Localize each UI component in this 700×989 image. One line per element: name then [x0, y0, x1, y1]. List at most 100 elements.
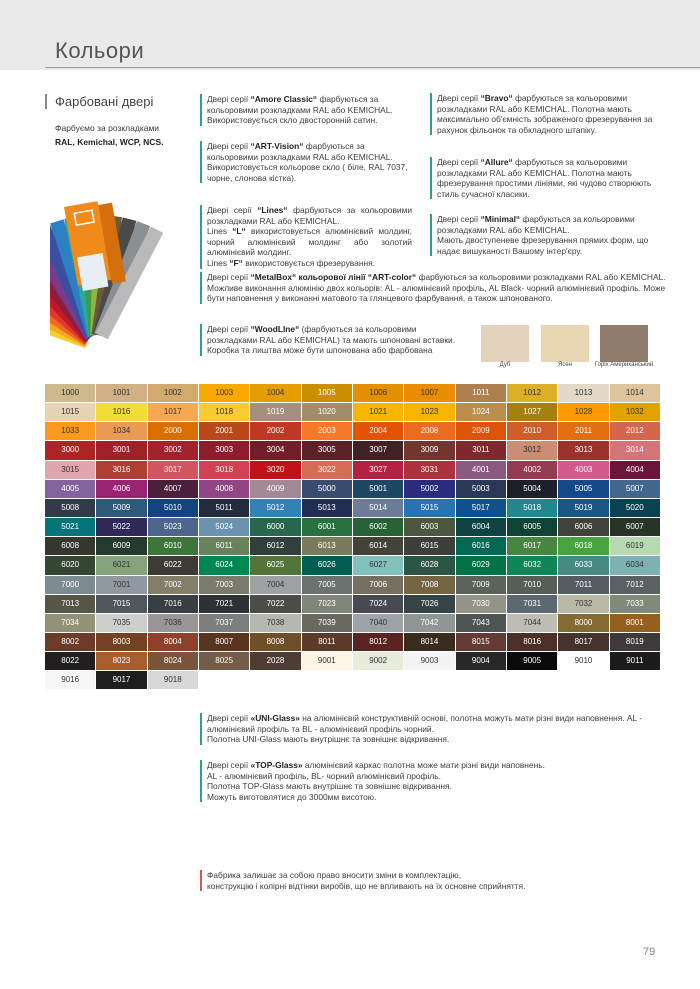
swatch: 6025 [250, 556, 301, 575]
swatch: 2002 [250, 422, 301, 441]
swatch: 9001 [301, 652, 352, 671]
swatch: 7040 [353, 613, 404, 632]
swatch: 1020 [301, 403, 352, 422]
swatch: 7016 [147, 594, 198, 613]
swatch: 3012 [507, 441, 558, 460]
swatch: 1032 [609, 403, 660, 422]
swatch: 3002 [147, 441, 198, 460]
swatch: 6018 [558, 537, 609, 556]
note: Двері серії “MetalBox“ кольорової лінії … [200, 272, 669, 304]
swatch: 6014 [353, 537, 404, 556]
swatch: 8011 [301, 632, 352, 652]
swatch: 3018 [199, 460, 250, 479]
swatch: 7043 [455, 613, 506, 632]
swatch: 8003 [96, 632, 147, 652]
note: Двері серії «TOP-Glass» алюмінієвий карк… [200, 760, 647, 803]
swatch: 8012 [353, 632, 404, 652]
swatch: 9005 [507, 652, 558, 671]
swatch: 1019 [250, 403, 301, 422]
note: Двері серії “WoodLIne“ (фарбуються за ко… [200, 324, 469, 356]
swatch: 5015 [404, 498, 455, 518]
swatch: 1002 [147, 384, 198, 403]
swatch: 4009 [250, 479, 301, 498]
header-band [0, 0, 700, 70]
swatch: 7011 [558, 575, 609, 594]
swatch: 7036 [147, 613, 198, 632]
swatch: 6033 [558, 556, 609, 575]
swatch: 5004 [507, 479, 558, 498]
swatch: 6010 [147, 537, 198, 556]
swatch: 1015 [45, 403, 96, 422]
swatch: 4008 [199, 479, 250, 498]
wood-swatch [481, 325, 529, 362]
swatch: 1005 [301, 384, 352, 403]
swatch: 7012 [609, 575, 660, 594]
swatch: 8016 [507, 632, 558, 652]
swatch: 6028 [404, 556, 455, 575]
swatch: 3004 [250, 441, 301, 460]
swatch: 5012 [250, 498, 301, 518]
swatch: 7021 [199, 594, 250, 613]
swatch: 6016 [455, 537, 506, 556]
swatch: 5020 [609, 498, 660, 518]
note: Двері серії “Minimal“ фарбуються за коль… [430, 214, 665, 257]
swatch: 1001 [96, 384, 147, 403]
swatch: 3014 [609, 441, 660, 460]
swatch: 1024 [455, 403, 506, 422]
swatch: 5003 [455, 479, 506, 498]
disclaimer: Фабрика залишає за собою право вносити з… [200, 870, 647, 892]
swatch: 4003 [558, 460, 609, 479]
swatch: 7015 [96, 594, 147, 613]
swatch: 6029 [455, 556, 506, 575]
ral-swatch-grid: 1000 1001 1002 1003 1004 1005 1006 1007 1011 1012… [45, 384, 661, 690]
swatch: 7022 [250, 594, 301, 613]
note: Двері серії «UNI-Glass» на алюмінієвій к… [200, 713, 647, 745]
swatch: 8019 [609, 632, 660, 652]
wood-label: Ясен [558, 362, 572, 368]
swatch: 9010 [558, 652, 609, 671]
swatch: 8000 [558, 613, 609, 632]
swatch: 9004 [455, 652, 506, 671]
fan-deck-image [50, 201, 164, 349]
swatch: 6003 [404, 518, 455, 537]
intro-text: RAL, Kemichal, WCP, NCS. [55, 137, 164, 147]
swatch: 4002 [507, 460, 558, 479]
swatch: 1000 [45, 384, 96, 403]
swatch: 8014 [404, 632, 455, 652]
swatch: 1013 [558, 384, 609, 403]
swatch: 6005 [507, 518, 558, 537]
swatch: 7005 [301, 575, 352, 594]
swatch: 3011 [455, 441, 506, 460]
swatch: 7038 [250, 613, 301, 632]
page-title: Кольори [55, 38, 145, 63]
swatch: 3027 [353, 460, 404, 479]
swatch: 7035 [96, 613, 147, 632]
swatch: 2008 [404, 422, 455, 441]
swatch: 2028 [250, 652, 301, 671]
swatch: 2001 [199, 422, 250, 441]
swatch: 1011 [455, 384, 506, 403]
header-rule [45, 67, 700, 68]
swatch: 7033 [609, 594, 660, 613]
swatch: 3031 [404, 460, 455, 479]
swatch: 6026 [301, 556, 352, 575]
swatch: 9003 [404, 652, 455, 671]
fan-blade [95, 226, 164, 340]
swatch: 6013 [301, 537, 352, 556]
swatch: 4006 [96, 479, 147, 498]
swatch: 3001 [96, 441, 147, 460]
swatch: 8025 [199, 652, 250, 671]
swatch: 5009 [96, 498, 147, 518]
swatch: 1006 [353, 384, 404, 403]
swatch: 4004 [609, 460, 660, 479]
swatch: 6009 [96, 537, 147, 556]
swatch: 2003 [301, 422, 352, 441]
swatch: 7004 [250, 575, 301, 594]
wood-swatch [541, 325, 589, 362]
swatch: 1003 [199, 384, 250, 403]
swatch: 2011 [558, 422, 609, 441]
swatch: 1014 [609, 384, 660, 403]
swatch: 2010 [507, 422, 558, 441]
